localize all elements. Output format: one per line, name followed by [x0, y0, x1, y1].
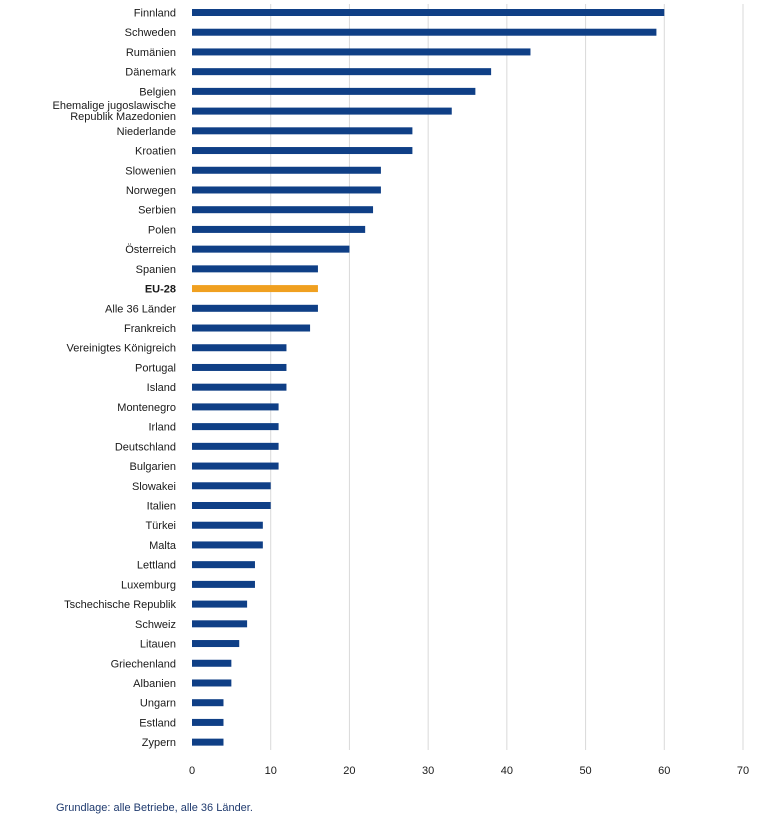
category-label: Schweiz — [135, 619, 176, 631]
category-label: Albanien — [133, 678, 176, 690]
bars — [192, 9, 665, 746]
footnote: Grundlage: alle Betriebe, alle 36 Länder… — [56, 802, 253, 814]
bar — [192, 442, 279, 450]
x-tick-label: 50 — [579, 765, 591, 777]
category-label: Lettland — [137, 560, 176, 572]
bar — [192, 521, 263, 529]
category-label: Niederlande — [117, 126, 176, 138]
x-tick-label: 30 — [422, 765, 434, 777]
category-label: Italien — [147, 501, 176, 513]
bar — [192, 659, 232, 667]
category-label: Malta — [149, 540, 177, 552]
bar — [192, 68, 492, 76]
bar — [192, 107, 452, 115]
category-label: Portugal — [135, 362, 176, 374]
bar — [192, 363, 287, 371]
bar — [192, 225, 366, 233]
bar — [192, 304, 318, 312]
category-label: Irland — [148, 422, 176, 434]
bar — [192, 206, 374, 214]
category-label: Belgien — [139, 86, 176, 98]
bar — [192, 423, 279, 431]
bar — [192, 147, 413, 155]
x-tick-label: 70 — [737, 765, 749, 777]
category-label: Schweden — [125, 27, 176, 39]
category-label: Serbien — [138, 205, 176, 217]
category-label: Polen — [148, 224, 176, 236]
bar — [192, 541, 263, 549]
category-label: Island — [147, 382, 176, 394]
bar — [192, 87, 476, 95]
category-label: Litauen — [140, 639, 176, 651]
bar — [192, 462, 279, 470]
category-label: Estland — [139, 717, 176, 729]
x-tick-label: 60 — [658, 765, 670, 777]
category-label: Luxemburg — [121, 579, 176, 591]
bar — [192, 166, 381, 174]
grid-lines — [270, 4, 744, 750]
x-tick-label: 40 — [501, 765, 513, 777]
category-label: Dänemark — [125, 67, 176, 79]
category-label: Zypern — [142, 737, 176, 749]
category-label: Deutschland — [115, 441, 176, 453]
category-label: EU-28 — [145, 284, 176, 296]
category-label: Ehemalige jugoslawische Republik Mazedoni… — [52, 100, 176, 123]
bar — [192, 561, 255, 569]
category-label: Montenegro — [117, 402, 176, 414]
category-label: Tschechische Republik — [64, 599, 176, 611]
bar — [192, 48, 531, 56]
category-label: Slowenien — [125, 165, 176, 177]
category-label: Spanien — [136, 264, 176, 276]
bar — [192, 580, 255, 588]
bar — [192, 600, 248, 608]
category-label: Ungarn — [140, 698, 176, 710]
x-tick-label: 0 — [189, 765, 195, 777]
category-label: Kroatien — [135, 146, 176, 158]
category-label: Alle 36 Länder — [105, 303, 176, 315]
category-label: Österreich — [125, 244, 176, 256]
bar — [192, 186, 381, 194]
bar — [192, 482, 271, 490]
bar — [192, 265, 318, 273]
bar — [192, 679, 232, 687]
category-label: Bulgarien — [130, 461, 176, 473]
category-label: Frankreich — [124, 323, 176, 335]
x-tick-label: 10 — [265, 765, 277, 777]
bar — [192, 127, 413, 135]
category-label: Vereinigtes Königreich — [67, 343, 176, 355]
bar — [192, 403, 279, 411]
bar — [192, 620, 248, 628]
bar — [192, 383, 287, 391]
category-label: Rumänien — [126, 47, 176, 59]
category-label: Norwegen — [126, 185, 176, 197]
x-tick-label: 20 — [343, 765, 355, 777]
bar — [192, 9, 665, 16]
bar — [192, 718, 224, 726]
bar — [192, 502, 271, 509]
bar-highlight — [192, 285, 318, 293]
bar — [192, 28, 657, 36]
category-label: Türkei — [145, 520, 176, 532]
bar — [192, 640, 240, 648]
category-labels: Finnland Schweden Rumänien Dänemark Belgien E… — [52, 8, 176, 750]
x-axis-ticks: 0 10 20 30 40 50 60 70 — [189, 765, 749, 777]
category-label: Griechenland — [111, 658, 176, 670]
bar — [192, 245, 350, 253]
bar — [192, 699, 224, 707]
bar — [192, 344, 287, 352]
category-label: Finnland — [134, 8, 176, 20]
bar — [192, 738, 224, 746]
category-label: Slowakei — [132, 481, 176, 493]
bar — [192, 324, 311, 332]
